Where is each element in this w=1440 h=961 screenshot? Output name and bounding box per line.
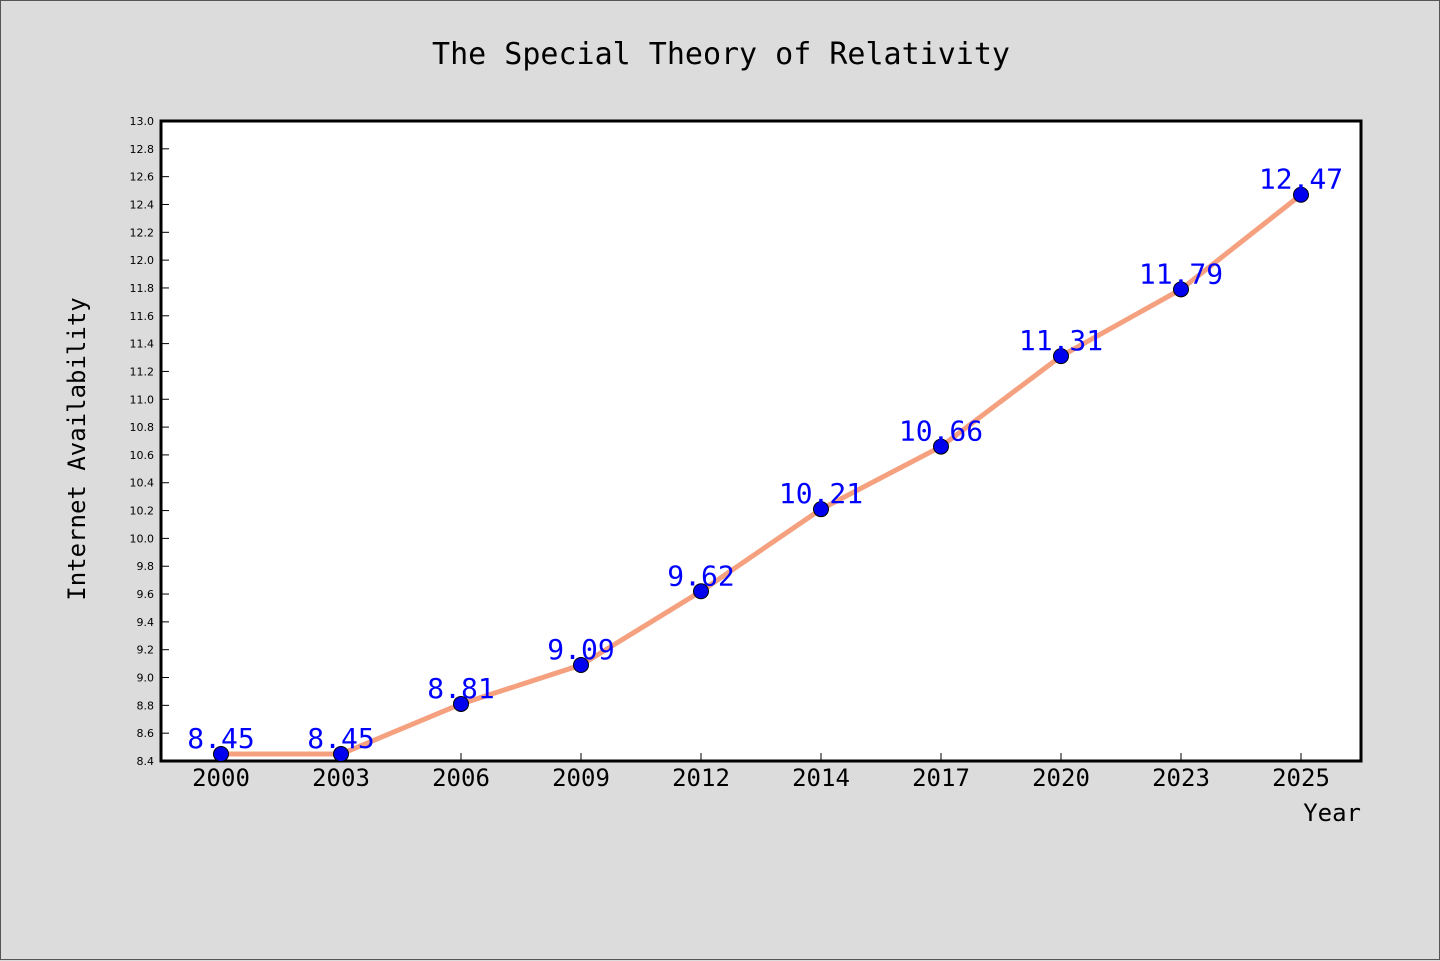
y-tick-label: 12.8 bbox=[130, 143, 155, 156]
x-tick-label: 2012 bbox=[672, 764, 730, 792]
data-label: 8.45 bbox=[187, 722, 254, 755]
y-tick-label: 9.4 bbox=[137, 616, 155, 629]
data-label: 12.47 bbox=[1259, 163, 1343, 196]
data-point-marker bbox=[1293, 186, 1309, 203]
y-tick-label: 10.2 bbox=[130, 505, 155, 518]
x-tick-label: 2000 bbox=[192, 764, 250, 792]
y-tick-label: 11.6 bbox=[130, 310, 155, 323]
data-label: 9.62 bbox=[667, 559, 734, 592]
data-label: 8.81 bbox=[427, 672, 494, 705]
y-tick-label: 10.0 bbox=[130, 532, 155, 545]
y-tick-label: 11.2 bbox=[130, 365, 155, 378]
data-label: 8.45 bbox=[307, 722, 374, 755]
data-point-marker bbox=[693, 583, 709, 600]
x-tick-label: 2017 bbox=[912, 764, 970, 792]
data-point-marker bbox=[933, 438, 949, 455]
data-point-marker bbox=[1053, 348, 1069, 365]
data-point-marker bbox=[453, 695, 469, 712]
y-tick-label: 10.8 bbox=[130, 421, 155, 434]
x-tick-label: 2006 bbox=[432, 764, 490, 792]
y-tick-label: 13.0 bbox=[130, 115, 155, 128]
x-tick-label: 2014 bbox=[792, 764, 850, 792]
data-label: 11.31 bbox=[1019, 324, 1103, 357]
y-tick-label: 12.4 bbox=[130, 198, 155, 211]
data-labels: 8.45 8.45 8.81 9.09 9.62 10.21 10.66 11.31 11.79… bbox=[187, 163, 1343, 755]
x-axis-label: Year bbox=[1303, 799, 1361, 827]
y-tick-label: 9.2 bbox=[137, 644, 155, 657]
data-label: 10.66 bbox=[899, 415, 983, 448]
y-tick-label: 9.8 bbox=[137, 560, 155, 573]
y-tick-label: 11.0 bbox=[130, 393, 155, 406]
y-tick-label: 12.0 bbox=[130, 254, 155, 267]
data-point-marker bbox=[333, 746, 349, 763]
y-tick-label: 8.8 bbox=[137, 699, 155, 712]
data-label: 9.09 bbox=[547, 633, 614, 666]
y-tick-label: 10.4 bbox=[130, 477, 155, 490]
y-tick-label: 11.4 bbox=[130, 338, 155, 351]
y-tick-label: 12.6 bbox=[130, 171, 155, 184]
data-point-marker bbox=[213, 746, 229, 763]
y-tick-label: 8.6 bbox=[137, 727, 155, 740]
data-label: 11.79 bbox=[1139, 257, 1223, 290]
y-tick-label: 11.8 bbox=[130, 282, 155, 295]
x-tick-label: 2020 bbox=[1032, 764, 1090, 792]
y-tick-label: 9.0 bbox=[137, 672, 155, 685]
chart-title: The Special Theory of Relativity bbox=[432, 37, 1010, 72]
series-group bbox=[213, 186, 1309, 763]
data-label: 10.21 bbox=[779, 477, 863, 510]
data-point-marker bbox=[573, 657, 589, 673]
x-tick-label: 2023 bbox=[1152, 764, 1210, 792]
x-tick-label: 2003 bbox=[312, 764, 370, 792]
y-axis-label: Internet Availability bbox=[63, 297, 91, 600]
y-axis: 8.4 8.6 8.8 9.0 9.2 9.4 9.6 9.8 10.0 10.2 10.4 10.6… bbox=[130, 115, 169, 768]
y-tick-label: 12.2 bbox=[130, 226, 155, 239]
x-tick-label: 2025 bbox=[1272, 764, 1330, 792]
x-axis: 2000 2003 2006 2009 2012 2014 2017 2020 2023 2025 bbox=[192, 753, 1330, 792]
x-tick-label: 2009 bbox=[552, 764, 610, 792]
y-tick-label: 10.6 bbox=[130, 449, 155, 462]
y-tick-label: 8.4 bbox=[137, 755, 155, 768]
series-line bbox=[218, 192, 1304, 757]
y-tick-label: 9.6 bbox=[137, 588, 155, 601]
plot-area bbox=[159, 119, 1363, 763]
data-point-marker bbox=[813, 501, 829, 518]
data-point-marker bbox=[1173, 281, 1189, 298]
